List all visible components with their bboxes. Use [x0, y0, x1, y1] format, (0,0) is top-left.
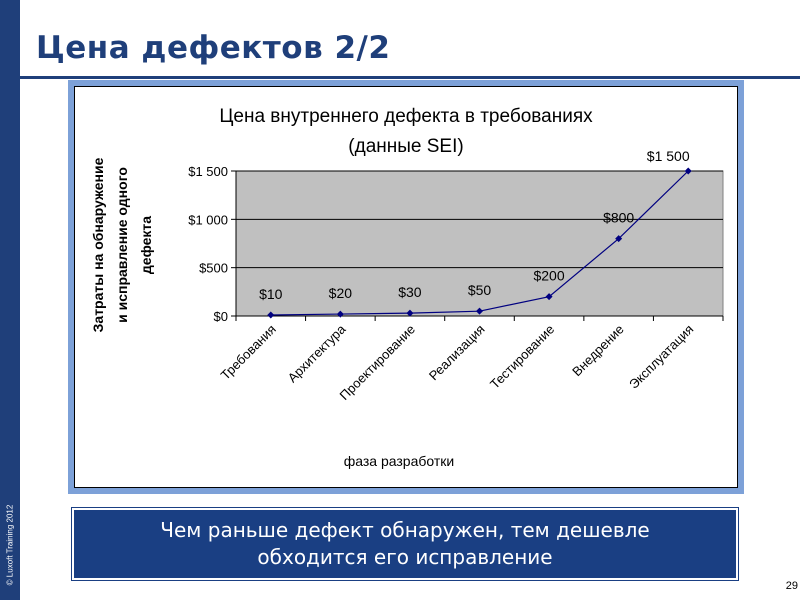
title-divider — [20, 76, 800, 79]
data-label: $800 — [603, 210, 634, 226]
x-tick-label: Требования — [218, 322, 279, 383]
data-label: $30 — [398, 284, 422, 300]
data-label: $1 500 — [647, 148, 690, 164]
y-tick-label: $500 — [199, 261, 228, 276]
x-tick-label: Реализация — [426, 322, 488, 384]
y-axis-label: Затраты на обнаружение и исправление одно… — [90, 157, 154, 332]
data-point — [406, 309, 414, 317]
y-tick-label: $1 500 — [188, 164, 228, 179]
plot-area: $0 $500 $1 000 $1 500 Требования АрхитектураП… — [188, 148, 724, 403]
data-point — [545, 293, 553, 301]
chart-subtitle: (данные SEI) — [348, 136, 463, 157]
slide-title: Цена дефектов 2/2 — [36, 30, 391, 66]
data-label: $20 — [329, 285, 353, 301]
data-point — [476, 307, 483, 315]
data-label: $10 — [259, 286, 283, 302]
y-tick-label: $0 — [214, 309, 228, 324]
x-tick-label: Тестирование — [487, 322, 557, 392]
data-point — [336, 310, 344, 318]
data-label: $50 — [468, 282, 492, 298]
x-axis-label: фаза разработки — [344, 453, 455, 469]
x-tick-label: Внедрение — [569, 322, 627, 380]
callout-line-1: Чем раньше дефект обнаружен, тем дешевле — [160, 518, 650, 542]
x-tick-label: Эксплуатация — [626, 322, 696, 392]
x-tick-label: Архитектура — [285, 321, 349, 385]
data-point — [615, 235, 623, 243]
y-axis-label-line: Затраты на обнаружение — [90, 157, 106, 332]
data-label: $200 — [533, 268, 564, 284]
data-point — [267, 311, 275, 319]
callout-line-2: обходится его исправление — [257, 545, 553, 569]
data-point — [684, 167, 692, 175]
callout-box: Чем раньше дефект обнаружен, тем дешевле… — [71, 507, 739, 581]
y-axis-label-line: дефекта — [138, 216, 154, 274]
page-number: 29 — [785, 580, 798, 592]
x-tick-label: Проектирование — [337, 322, 418, 403]
left-sidebar-bar: © Luxoft Training 2012 — [0, 0, 20, 600]
line-chart: Цена внутреннего дефекта в требованиях (… — [90, 106, 724, 469]
chart-title: Цена внутреннего дефекта в требованиях — [219, 106, 593, 127]
y-axis-label-line: и исправление одного — [114, 167, 130, 323]
copyright-text: © Luxoft Training 2012 — [5, 504, 15, 586]
y-tick-label: $1 000 — [188, 212, 228, 227]
